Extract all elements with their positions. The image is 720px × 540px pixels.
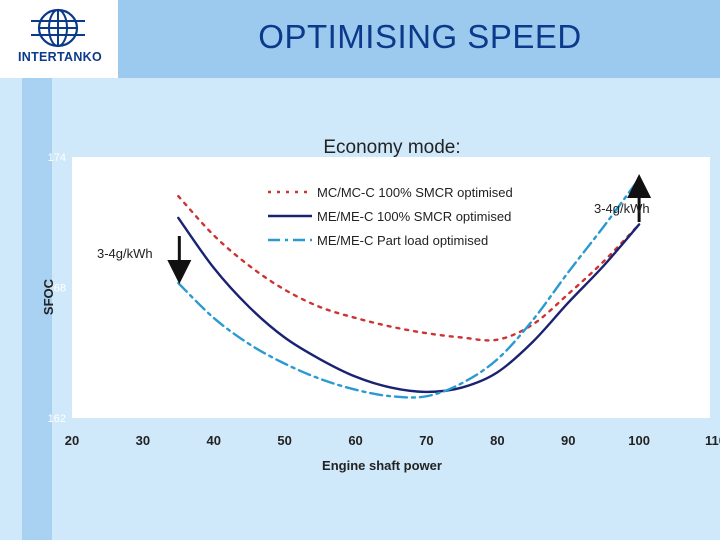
x-tick-label: 70 bbox=[419, 433, 433, 448]
x-tick-label: 80 bbox=[490, 433, 504, 448]
globe-icon bbox=[31, 8, 85, 48]
x-tick-label: 30 bbox=[136, 433, 150, 448]
x-tick-label: 40 bbox=[207, 433, 221, 448]
x-tick-label: 50 bbox=[277, 433, 291, 448]
x-tick-label: 60 bbox=[348, 433, 362, 448]
legend-label: MC/MC-C 100% SMCR optimised bbox=[317, 185, 513, 200]
slide-title: OPTIMISING SPEED bbox=[258, 18, 582, 55]
series-line bbox=[177, 216, 641, 394]
header-band bbox=[0, 0, 720, 78]
x-tick-label: 90 bbox=[561, 433, 575, 448]
annotation-label: 3-4g/kWh bbox=[594, 201, 650, 216]
plot-area bbox=[72, 157, 710, 418]
legend-label: ME/ME-C Part load optimised bbox=[317, 233, 488, 248]
logo-text: INTERTANKO bbox=[17, 50, 102, 64]
x-tick-label: 20 bbox=[65, 433, 79, 448]
chart-title: Economy mode: bbox=[323, 137, 460, 158]
side-strip bbox=[22, 78, 52, 540]
annotation-label: 3-4g/kWh bbox=[97, 246, 153, 261]
legend-label: ME/ME-C 100% SMCR optimised bbox=[317, 209, 511, 224]
y-tick-label: 168 bbox=[48, 283, 66, 295]
x-tick-label: 110 % SMCR bbox=[705, 433, 720, 448]
y-tick-label: 162 bbox=[48, 413, 66, 425]
y-tick-label: 174 bbox=[48, 152, 66, 164]
series-line bbox=[177, 177, 641, 399]
series-line bbox=[177, 194, 641, 342]
y-axis-label: SFOC bbox=[41, 278, 56, 315]
intertanko-logo: INTERTANKO bbox=[0, 0, 118, 78]
x-tick-label: 100 bbox=[628, 433, 650, 448]
x-axis-label: Engine shaft power bbox=[322, 458, 442, 473]
